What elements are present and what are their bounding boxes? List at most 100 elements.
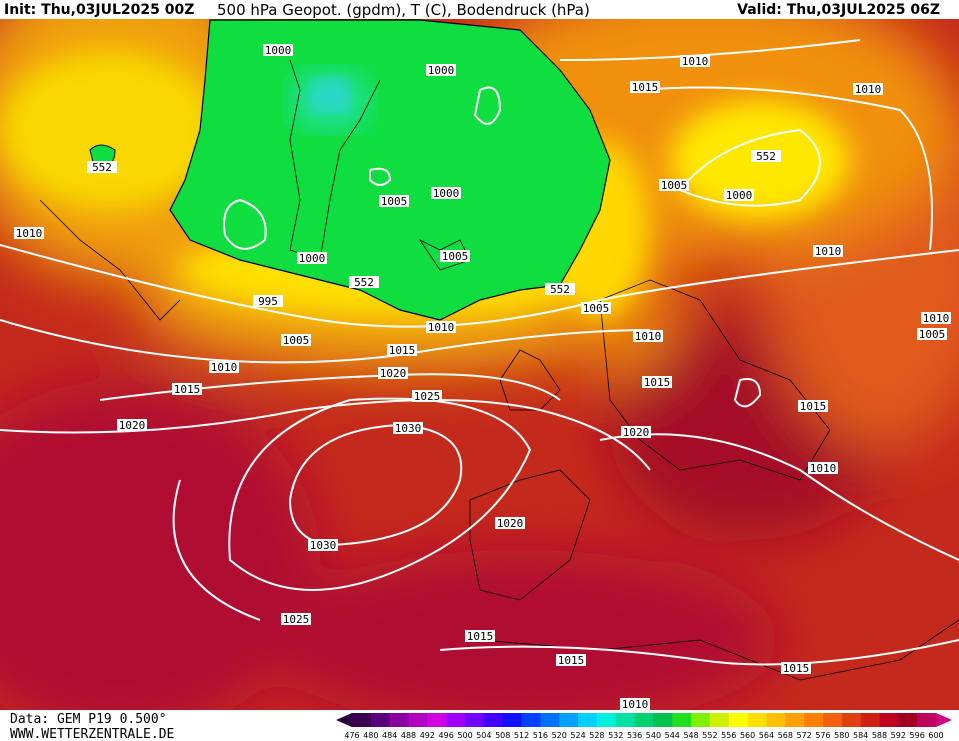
isobar-label: 1015 (172, 383, 202, 396)
isobar-label-bg (253, 295, 283, 307)
isobar-label-bg (465, 630, 495, 642)
isobar-label-layer: 1000 1000 1010 1015 1010 552 552 1005 1000 1000 10… (14, 44, 951, 710)
isobar-label: 1010 (14, 227, 44, 240)
isobar-label-text: 1025 (283, 613, 310, 626)
colorbar-label: 584 (853, 731, 868, 740)
isobars (0, 39, 959, 666)
isobar-label-text: 1015 (644, 376, 671, 389)
isobar-label: 1015 (387, 344, 417, 357)
colorbar-label: 496 (439, 731, 454, 740)
isobar-label-text: 1000 (299, 252, 326, 265)
colorbar-swatch (766, 713, 786, 727)
isobar-label-text: 1015 (558, 654, 585, 667)
isobar-label-bg (630, 81, 660, 93)
isobar-label-bg (387, 344, 417, 356)
colorbar-label: 488 (401, 731, 416, 740)
isobar-label-bg (172, 383, 202, 395)
isobar-label-text: 1010 (923, 312, 950, 325)
isobar-label: 1015 (556, 654, 586, 667)
colorbar-label: 516 (533, 731, 548, 740)
isobar-label-text: 1020 (380, 367, 407, 380)
isobar-label-bg (87, 161, 117, 173)
isobar-label-text: 1020 (623, 426, 650, 439)
colorbar-swatch (615, 713, 636, 727)
colorbar-label: 556 (721, 731, 736, 740)
colorbar-swatch (578, 713, 598, 727)
colorbar-swatch (352, 713, 372, 727)
isobar-label-text: 1010 (211, 361, 238, 374)
isobar-label-bg (556, 654, 586, 666)
colorbar-label: 568 (778, 731, 793, 740)
isobar-label: 995 (253, 295, 283, 308)
colorbar-label: 524 (570, 731, 585, 740)
colorbar-swatch (747, 713, 767, 727)
header-bar (0, 0, 959, 19)
green-region (169, 19, 611, 321)
isobar-label-bg (412, 390, 442, 402)
isobar-label-bg (545, 283, 575, 295)
colorbar-swatch (502, 713, 523, 727)
isobar-label-bg (440, 250, 470, 262)
isobar-label-text: 1005 (283, 334, 310, 347)
colorbar-swatch (822, 713, 843, 727)
isobar-label-text: 552 (354, 276, 374, 289)
colorbar-label: 512 (514, 731, 529, 740)
colorbar-swatch (389, 713, 410, 727)
isobar-label-text: 1015 (174, 383, 201, 396)
isobar-label-bg (751, 150, 781, 162)
isobar-label: 1000 (426, 64, 456, 77)
isobar-label-bg (620, 698, 650, 710)
isobar-label: 1010 (633, 330, 663, 343)
isobar-label: 1015 (798, 400, 828, 413)
isobar-label: 1010 (209, 361, 239, 374)
colorbar-swatch (691, 713, 711, 727)
isobar-label: 1010 (921, 312, 951, 325)
colorbar-label: 480 (363, 731, 378, 740)
isobar-label-bg (808, 462, 838, 474)
colorbar-swatch (521, 713, 541, 727)
isobar-label-text: 1015 (389, 344, 416, 357)
colorbar-label: 552 (702, 731, 717, 740)
isobar-label: 1005 (281, 334, 311, 347)
colorbar-swatch (841, 713, 862, 727)
colorbar-label: 580 (834, 731, 849, 740)
isobar-label-bg (431, 187, 461, 199)
colorbar-swatch (672, 713, 692, 727)
isobar-label: 1010 (620, 698, 650, 710)
colorbar-label: 576 (815, 731, 830, 740)
isobar-label-text: 1010 (855, 83, 882, 96)
isobar-label-bg (680, 55, 710, 67)
colorbar-label: 520 (552, 731, 567, 740)
isobar-label-bg (853, 83, 883, 95)
colorbar-label: 528 (589, 731, 604, 740)
isobar-label-text: 1030 (310, 539, 337, 552)
isobar-label: 1005 (659, 179, 689, 192)
colorbar-swatch (785, 713, 805, 727)
isobar-label-bg (379, 195, 409, 207)
colorbar-label: 492 (420, 731, 435, 740)
isobar-label-bg (263, 44, 293, 56)
isobar-label: 1005 (581, 302, 611, 315)
isobar-label-text: 1010 (635, 330, 662, 343)
site: WWW.WETTERZENTRALE.DE (10, 727, 174, 741)
isobar-label-bg (642, 376, 672, 388)
colorbar-swatch (709, 713, 730, 727)
isobar-label-text: 1010 (16, 227, 43, 240)
colorbar-swatch (427, 713, 447, 727)
colorbar-label: 540 (646, 731, 661, 740)
isobar-label-text: 1020 (119, 419, 146, 432)
isobar-label: 1005 (440, 250, 470, 263)
isobar-label-bg (281, 334, 311, 346)
isobar-label-text: 1025 (414, 390, 441, 403)
isobar-label: 1015 (642, 376, 672, 389)
isobar-label-bg (426, 64, 456, 76)
isobar-label: 552 (349, 276, 379, 289)
colorbar-swatch (408, 713, 428, 727)
isobar-label: 1015 (465, 630, 495, 643)
colorbar-label: 548 (683, 731, 698, 740)
isobar-label-text: 1000 (428, 64, 455, 77)
colorbar-swatch (483, 713, 504, 727)
isobar-label-bg (921, 312, 951, 324)
isobar-label: 1030 (308, 539, 338, 552)
